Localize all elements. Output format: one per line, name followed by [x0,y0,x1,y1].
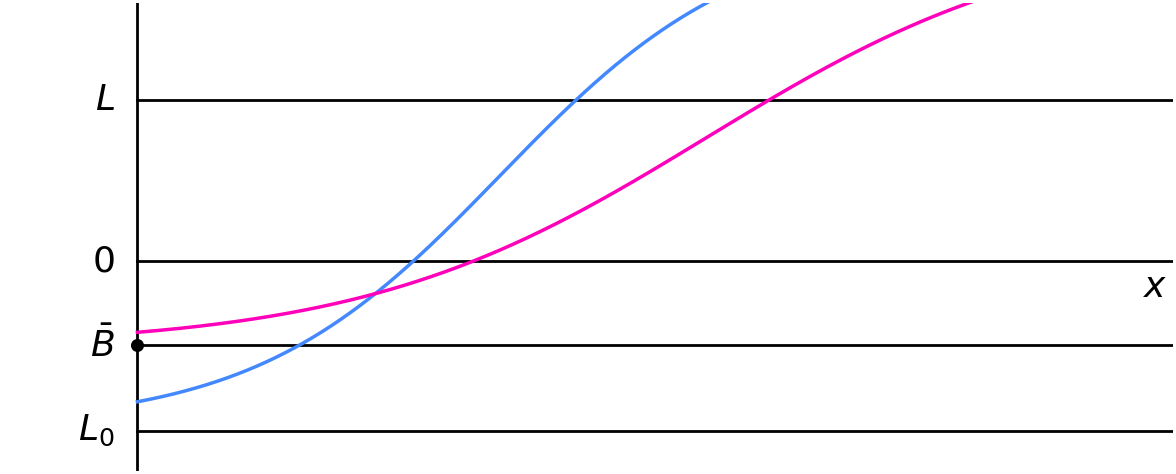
Text: $\bar{B}$: $\bar{B}$ [91,327,114,364]
Text: $L$: $L$ [95,82,114,117]
Text: $0$: $0$ [92,244,114,278]
Text: $L_0$: $L_0$ [78,413,114,448]
Point [128,341,147,349]
Text: $x$: $x$ [1143,270,1168,304]
